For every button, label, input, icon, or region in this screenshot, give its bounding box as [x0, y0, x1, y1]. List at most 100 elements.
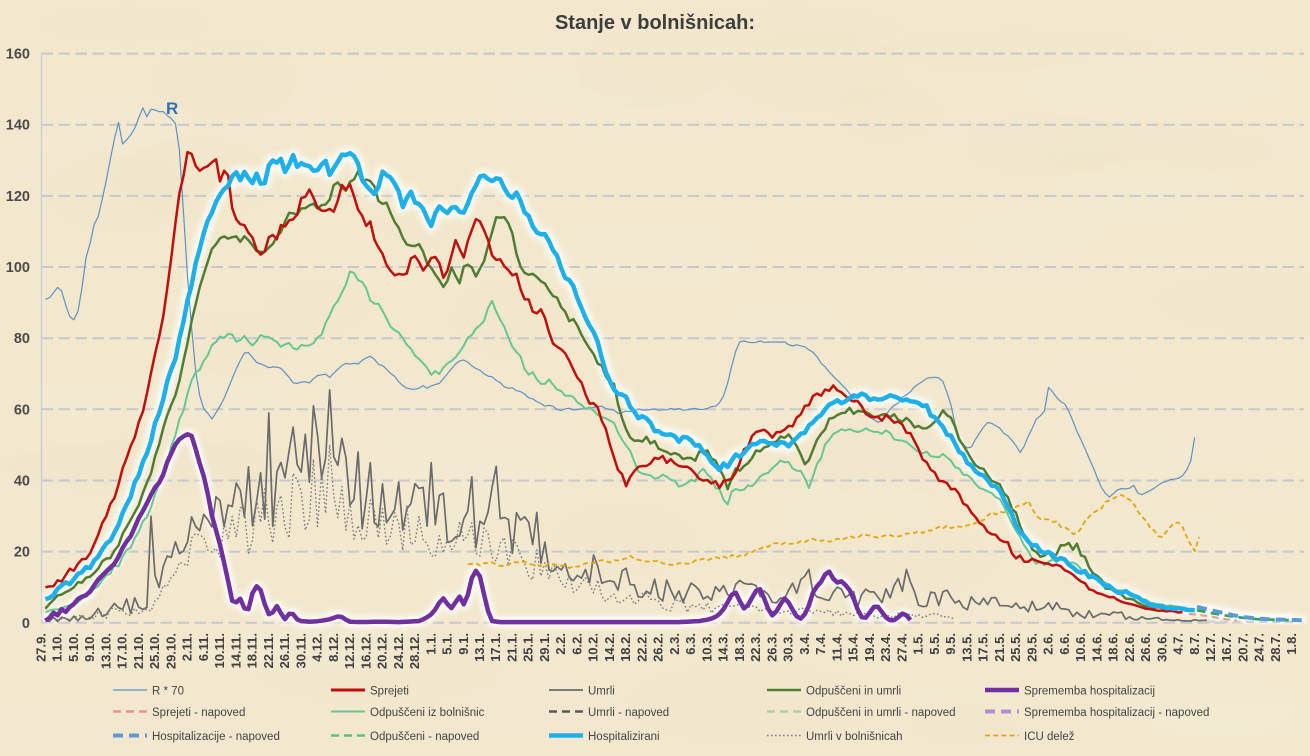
svg-text:R * 70: R * 70: [152, 686, 184, 698]
svg-text:29.10.: 29.10.: [163, 633, 178, 669]
svg-text:21.5.: 21.5.: [992, 633, 1007, 662]
svg-text:10.3.: 10.3.: [699, 633, 714, 662]
svg-text:120: 120: [6, 189, 30, 205]
svg-text:4.12.: 4.12.: [310, 633, 325, 662]
svg-text:Odpuščeni in umrli: Odpuščeni in umrli: [806, 686, 901, 698]
svg-text:19.4.: 19.4.: [862, 633, 877, 662]
svg-text:80: 80: [14, 331, 30, 347]
svg-text:14.11.: 14.11.: [228, 633, 243, 668]
svg-text:2.2.: 2.2.: [553, 633, 568, 655]
svg-text:Hospitalizirani: Hospitalizirani: [588, 731, 660, 743]
svg-text:17.5.: 17.5.: [976, 633, 991, 662]
svg-text:5.10.: 5.10.: [66, 633, 81, 662]
svg-text:9.5.: 9.5.: [943, 633, 958, 655]
svg-text:20.7.: 20.7.: [1236, 633, 1251, 662]
svg-text:7.4.: 7.4.: [813, 633, 828, 655]
svg-text:Umrli v bolnišnicah: Umrli v bolnišnicah: [806, 731, 903, 743]
svg-text:6.2.: 6.2.: [570, 633, 585, 655]
svg-text:9.10.: 9.10.: [82, 633, 97, 662]
svg-text:Odpuščeni iz bolnišnic: Odpuščeni iz bolnišnic: [370, 707, 485, 719]
svg-text:3.4.: 3.4.: [797, 633, 812, 655]
svg-text:10.6.: 10.6.: [1073, 633, 1088, 662]
svg-text:1.8.: 1.8.: [1284, 633, 1299, 655]
svg-text:20.12.: 20.12.: [375, 633, 390, 669]
svg-text:10.11.: 10.11.: [212, 633, 227, 668]
svg-text:Odpuščeni in umrli - napoved: Odpuščeni in umrli - napoved: [806, 707, 956, 719]
svg-text:25.1.: 25.1.: [521, 633, 536, 662]
svg-text:26.2.: 26.2.: [651, 633, 666, 662]
svg-text:140: 140: [6, 118, 30, 134]
svg-text:6.11.: 6.11.: [196, 633, 211, 661]
svg-text:14.3.: 14.3.: [716, 633, 731, 662]
svg-text:18.3.: 18.3.: [732, 633, 747, 662]
svg-text:14.2.: 14.2.: [602, 633, 617, 662]
svg-text:16.7.: 16.7.: [1219, 633, 1234, 662]
svg-text:18.11.: 18.11.: [245, 633, 260, 668]
svg-text:6.6.: 6.6.: [1057, 633, 1072, 655]
svg-text:30.11.: 30.11.: [293, 633, 308, 668]
svg-text:1.1.: 1.1.: [423, 633, 438, 655]
svg-text:23.4.: 23.4.: [878, 633, 893, 662]
svg-text:28.7.: 28.7.: [1268, 633, 1283, 662]
svg-text:2.11.: 2.11.: [180, 633, 195, 661]
svg-text:1.10.: 1.10.: [50, 633, 65, 662]
svg-text:13.5.: 13.5.: [959, 633, 974, 662]
svg-text:27.9.: 27.9.: [33, 633, 48, 662]
svg-text:26.11.: 26.11.: [277, 633, 292, 668]
svg-text:24.7.: 24.7.: [1252, 633, 1267, 662]
svg-text:17.1.: 17.1.: [488, 633, 503, 662]
svg-text:30.6.: 30.6.: [1154, 633, 1169, 662]
svg-text:14.6.: 14.6.: [1089, 633, 1104, 662]
svg-text:21.1.: 21.1.: [505, 633, 520, 662]
svg-text:27.4.: 27.4.: [894, 633, 909, 662]
svg-text:25.10.: 25.10.: [147, 633, 162, 669]
svg-text:15.4.: 15.4.: [846, 633, 861, 662]
svg-text:29.5.: 29.5.: [1024, 633, 1039, 662]
svg-text:Hospitalizacije - napoved: Hospitalizacije - napoved: [152, 731, 280, 743]
svg-text:2.6.: 2.6.: [1041, 633, 1056, 655]
svg-text:11.4.: 11.4.: [829, 633, 844, 661]
svg-text:R: R: [166, 99, 178, 118]
svg-text:12.7.: 12.7.: [1203, 633, 1218, 662]
svg-text:Sprememba hospitalizacij: Sprememba hospitalizacij: [1024, 686, 1155, 698]
svg-text:22.6.: 22.6.: [1122, 633, 1137, 662]
svg-text:26.6.: 26.6.: [1138, 633, 1153, 662]
svg-text:24.12.: 24.12.: [391, 633, 406, 669]
svg-text:Umrli: Umrli: [588, 686, 615, 698]
svg-text:8.12.: 8.12.: [326, 633, 341, 662]
svg-text:5.5.: 5.5.: [927, 633, 942, 655]
svg-text:18.6.: 18.6.: [1106, 633, 1121, 662]
svg-text:22.3.: 22.3.: [748, 633, 763, 662]
svg-text:17.10.: 17.10.: [115, 633, 130, 669]
svg-text:18.2.: 18.2.: [618, 633, 633, 662]
svg-text:26.3.: 26.3.: [764, 633, 779, 662]
svg-text:ICU delež: ICU delež: [1024, 731, 1075, 743]
svg-text:Sprememba hospitalizacij - nap: Sprememba hospitalizacij - napoved: [1024, 707, 1209, 719]
svg-text:20: 20: [14, 545, 30, 561]
svg-text:4.7.: 4.7.: [1171, 633, 1186, 655]
svg-text:Stanje v bolnišnicah:: Stanje v bolnišnicah:: [555, 12, 755, 34]
svg-text:22.2.: 22.2.: [634, 633, 649, 662]
svg-text:12.12.: 12.12.: [342, 633, 357, 669]
svg-text:30.3.: 30.3.: [781, 633, 796, 662]
svg-text:Odpuščeni - napoved: Odpuščeni - napoved: [370, 731, 479, 743]
svg-text:2.3.: 2.3.: [667, 633, 682, 655]
svg-text:1.5.: 1.5.: [911, 633, 926, 655]
svg-text:29.1.: 29.1.: [537, 633, 552, 662]
svg-text:8.7.: 8.7.: [1187, 633, 1202, 655]
svg-text:22.11.: 22.11.: [261, 633, 276, 668]
svg-text:9.1.: 9.1.: [456, 633, 471, 655]
svg-text:100: 100: [6, 260, 30, 276]
svg-text:Umrli - napoved: Umrli - napoved: [588, 707, 669, 719]
svg-text:13.1.: 13.1.: [472, 633, 487, 662]
svg-text:28.12.: 28.12.: [407, 633, 422, 669]
svg-text:25.5.: 25.5.: [1008, 633, 1023, 662]
svg-text:16.12.: 16.12.: [358, 633, 373, 669]
svg-text:10.2.: 10.2.: [586, 633, 601, 662]
svg-text:13.10.: 13.10.: [98, 633, 113, 669]
svg-text:Sprejeti: Sprejeti: [370, 686, 409, 698]
svg-text:21.10.: 21.10.: [131, 633, 146, 669]
svg-text:60: 60: [14, 402, 30, 418]
svg-text:5.1.: 5.1.: [440, 633, 455, 655]
svg-text:6.3.: 6.3.: [683, 633, 698, 655]
